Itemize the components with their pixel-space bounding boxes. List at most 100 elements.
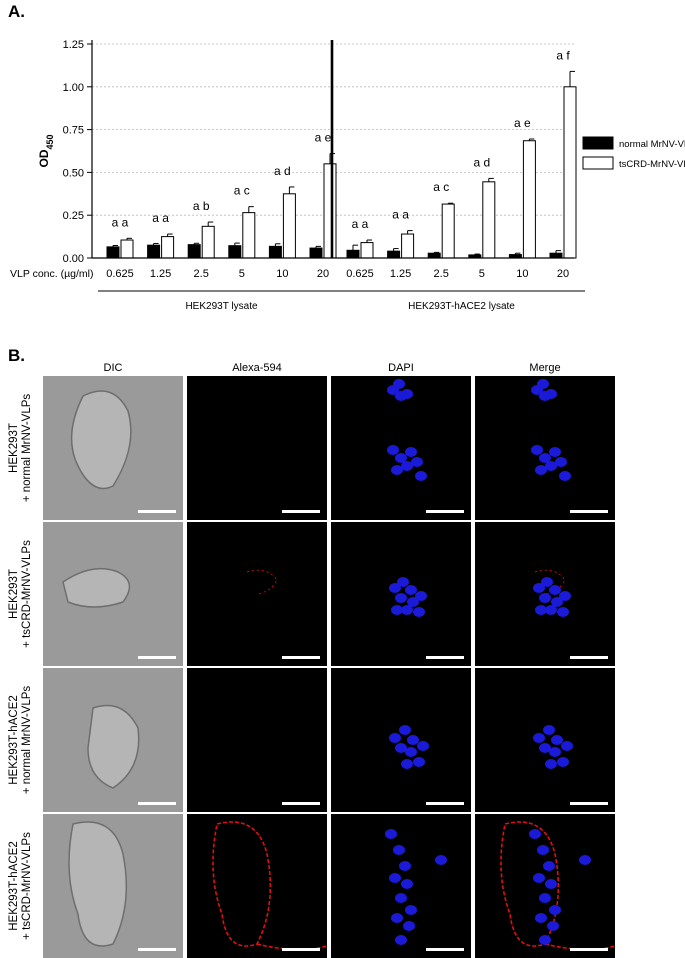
x-tick-label: 0.625 <box>106 268 134 280</box>
x-tick-label: 1.25 <box>390 268 411 280</box>
bar <box>147 244 161 259</box>
scale-bar <box>138 948 176 951</box>
bar <box>401 233 415 259</box>
dapi-image <box>331 814 471 958</box>
row-label-line1: HEK293T-hACE2 <box>8 841 20 931</box>
significance-annotation: a a <box>112 215 129 229</box>
bar <box>228 245 242 259</box>
merge-image <box>475 522 615 666</box>
scale-bar <box>138 510 176 513</box>
scale-bar <box>570 656 608 659</box>
merge-image <box>475 668 615 812</box>
bar <box>549 252 563 259</box>
x-axis-label: VLP conc. (µg/ml) <box>10 268 93 280</box>
bar <box>242 212 256 259</box>
alexa594-image <box>187 376 327 520</box>
bar <box>106 246 120 259</box>
scale-bar <box>570 802 608 805</box>
bar <box>482 181 496 259</box>
significance-annotation: a e <box>315 131 332 145</box>
x-tick-label: 2.5 <box>434 268 449 280</box>
significance-annotation: a a <box>392 208 409 222</box>
column-title: Alexa-594 <box>232 362 282 374</box>
bar <box>309 247 323 259</box>
scale-bar <box>282 656 320 659</box>
y-tick-label: 0.50 <box>63 167 84 179</box>
x-tick-label: 20 <box>317 268 329 280</box>
significance-annotation: a c <box>433 180 449 194</box>
row-label-line1: HEK293T-hACE2 <box>8 695 20 785</box>
alexa594-image <box>187 522 327 666</box>
y-tick-label: 0.75 <box>63 125 84 137</box>
merge-image <box>475 376 615 520</box>
significance-annotation: a f <box>556 48 570 62</box>
y-axis-label: OD450 <box>37 134 55 167</box>
x-tick-label: 5 <box>239 268 245 280</box>
x-tick-label: 10 <box>516 268 528 280</box>
significance-annotation: a d <box>274 164 291 178</box>
panel-a-letter: A. <box>8 2 25 21</box>
group-label: HEK293T-hACE2 lysate <box>408 301 515 312</box>
significance-annotation: a a <box>352 217 369 231</box>
bar <box>346 249 360 259</box>
legend-label: tsCRD-MrNV-VLP <box>619 159 685 170</box>
scale-bar <box>426 948 464 951</box>
x-tick-label: 1.25 <box>150 268 171 280</box>
dapi-image <box>331 668 471 812</box>
scale-bar <box>570 510 608 513</box>
chart-labels: 0.00 0.25 0.50 0.75 1.00 1.25 OD450 VLP conc. (… <box>10 39 570 312</box>
legend-swatch <box>582 136 614 150</box>
x-tick-label: 5 <box>479 268 485 280</box>
dic-image <box>43 814 183 958</box>
scale-bar <box>138 802 176 805</box>
row-label-line1: HEK293T <box>8 569 20 619</box>
chart-bars <box>106 70 577 259</box>
x-tick-label: 10 <box>276 268 288 280</box>
bar <box>187 244 201 259</box>
significance-annotation: a c <box>234 184 250 198</box>
bar <box>522 140 536 259</box>
scale-bar <box>282 510 320 513</box>
bar <box>323 163 337 259</box>
y-tick-label: 0.25 <box>63 210 84 222</box>
bar <box>360 242 374 259</box>
scale-bar <box>426 510 464 513</box>
legend-swatch <box>582 156 614 170</box>
row-label-line2: + tsCRD-MrNV-VLPs <box>21 540 33 648</box>
scale-bar <box>282 802 320 805</box>
row-label: HEK293T-hACE2 + tsCRD-MrNV-VLPs <box>8 816 36 956</box>
bar <box>427 252 441 259</box>
panel-b-letter: B. <box>8 346 25 365</box>
chart-legend: normal MrNV-VLP tsCRD-MrNV-VLP <box>582 136 685 170</box>
x-tick-label: 0.625 <box>346 268 374 280</box>
y-tick-label: 1.25 <box>63 39 84 51</box>
legend-label: normal MrNV-VLP <box>619 139 685 150</box>
bar <box>161 236 175 259</box>
bar <box>120 239 134 259</box>
x-tick-label: 2.5 <box>194 268 209 280</box>
dapi-image <box>331 522 471 666</box>
alexa594-image <box>187 668 327 812</box>
dic-image <box>43 376 183 520</box>
significance-annotation: a b <box>193 199 210 213</box>
bar <box>201 225 215 259</box>
scale-bar <box>282 948 320 951</box>
scale-bar <box>426 656 464 659</box>
row-label-line2: + normal MrNV-VLPs <box>21 685 33 795</box>
y-tick-label: 1.00 <box>63 82 84 94</box>
row-label-line2: + normal MrNV-VLPs <box>21 393 33 503</box>
bar <box>387 250 401 259</box>
merge-image <box>475 814 615 958</box>
bar <box>268 245 282 259</box>
column-title: DIC <box>103 362 123 374</box>
significance-annotation: a d <box>473 155 490 169</box>
dapi-image <box>331 376 471 520</box>
chart-axes <box>87 40 585 292</box>
row-label-line2: + tsCRD-MrNV-VLPs <box>21 832 33 940</box>
row-label: HEK293T + normal MrNV-VLPs <box>8 378 36 518</box>
bar <box>441 203 455 259</box>
scale-bar <box>426 802 464 805</box>
scale-bar <box>138 656 176 659</box>
significance-annotation: a e <box>514 116 531 130</box>
scale-bar <box>570 948 608 951</box>
